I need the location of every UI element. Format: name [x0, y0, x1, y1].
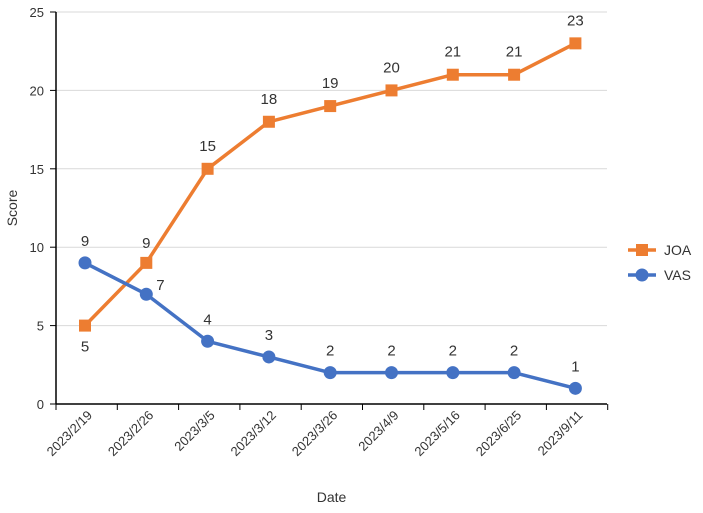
legend-label-joa: JOA — [664, 242, 692, 258]
legend-marker-vas — [635, 268, 649, 282]
series-layer — [78, 37, 582, 395]
y-tick-label: 5 — [37, 319, 44, 334]
x-tick-label: 2023/2/19 — [44, 408, 96, 460]
data-point-joa — [201, 162, 214, 175]
x-tick-label: 2023/3/26 — [289, 408, 341, 460]
x-tick-label: 2023/6/25 — [473, 408, 525, 460]
data-point-joa — [508, 68, 521, 81]
x-tick-labels: 2023/2/19 2023/2/26 2023/3/5 2023/3/12 2023/… — [44, 408, 586, 460]
axes — [50, 11, 609, 410]
x-axis-title: Date — [317, 489, 347, 505]
y-tick-label: 15 — [30, 162, 44, 177]
data-point-joa — [79, 319, 91, 332]
data-point-vas — [201, 334, 215, 348]
data-point-joa — [446, 68, 459, 81]
y-axis-title: Score — [4, 190, 20, 227]
y-tick-label: 20 — [30, 83, 44, 98]
data-label-joa: 20 — [383, 59, 400, 76]
data-point-joa — [385, 84, 398, 97]
data-point-joa — [569, 37, 582, 50]
y-tick-label: 10 — [30, 240, 44, 255]
legend: JOA VAS — [628, 242, 692, 283]
data-label-joa: 9 — [142, 235, 150, 252]
data-label-vas: 4 — [203, 311, 211, 328]
x-tick-label: 2023/3/5 — [171, 408, 217, 454]
data-label-joa: 19 — [322, 75, 339, 92]
x-tick-label: 2023/2/26 — [105, 408, 157, 460]
data-label-joa: 21 — [444, 44, 461, 61]
data-label-joa: 23 — [567, 12, 584, 29]
y-tick-label: 25 — [30, 5, 44, 20]
data-label-vas: 1 — [571, 358, 579, 375]
data-label-vas: 7 — [156, 277, 164, 294]
data-point-vas — [507, 366, 521, 380]
legend-label-vas: VAS — [664, 267, 691, 283]
data-label-vas: 2 — [387, 343, 395, 360]
data-label-joa: 21 — [506, 44, 523, 61]
data-point-vas — [139, 287, 153, 301]
data-label-vas: 9 — [81, 233, 89, 250]
data-label-joa: 18 — [261, 91, 278, 108]
grid-lines — [56, 11, 607, 327]
data-label-vas: 2 — [510, 343, 518, 360]
data-label-vas: 2 — [326, 343, 334, 360]
data-label-joa: 15 — [199, 138, 216, 155]
x-tick-label: 2023/4/9 — [355, 408, 401, 454]
data-point-vas — [385, 366, 398, 380]
x-tick-label: 2023/5/16 — [411, 408, 463, 460]
data-label-vas: 3 — [265, 327, 273, 344]
y-tick-label: 0 — [37, 397, 44, 412]
data-point-joa — [324, 100, 337, 113]
data-point-vas — [568, 381, 582, 395]
data-label-joa: 5 — [81, 339, 89, 356]
data-point-joa — [140, 256, 153, 269]
data-point-vas — [446, 366, 460, 380]
data-label-vas: 2 — [449, 343, 457, 360]
data-point-vas — [262, 350, 276, 364]
x-tick-label: 2023/9/11 — [535, 408, 586, 459]
data-point-vas — [78, 256, 92, 270]
y-tick-labels: 0 5 10 15 20 25 — [30, 5, 44, 412]
x-tick-label: 2023/3/12 — [228, 408, 280, 460]
data-point-vas — [323, 366, 337, 380]
legend-marker-joa — [636, 244, 648, 256]
data-point-joa — [262, 115, 275, 128]
